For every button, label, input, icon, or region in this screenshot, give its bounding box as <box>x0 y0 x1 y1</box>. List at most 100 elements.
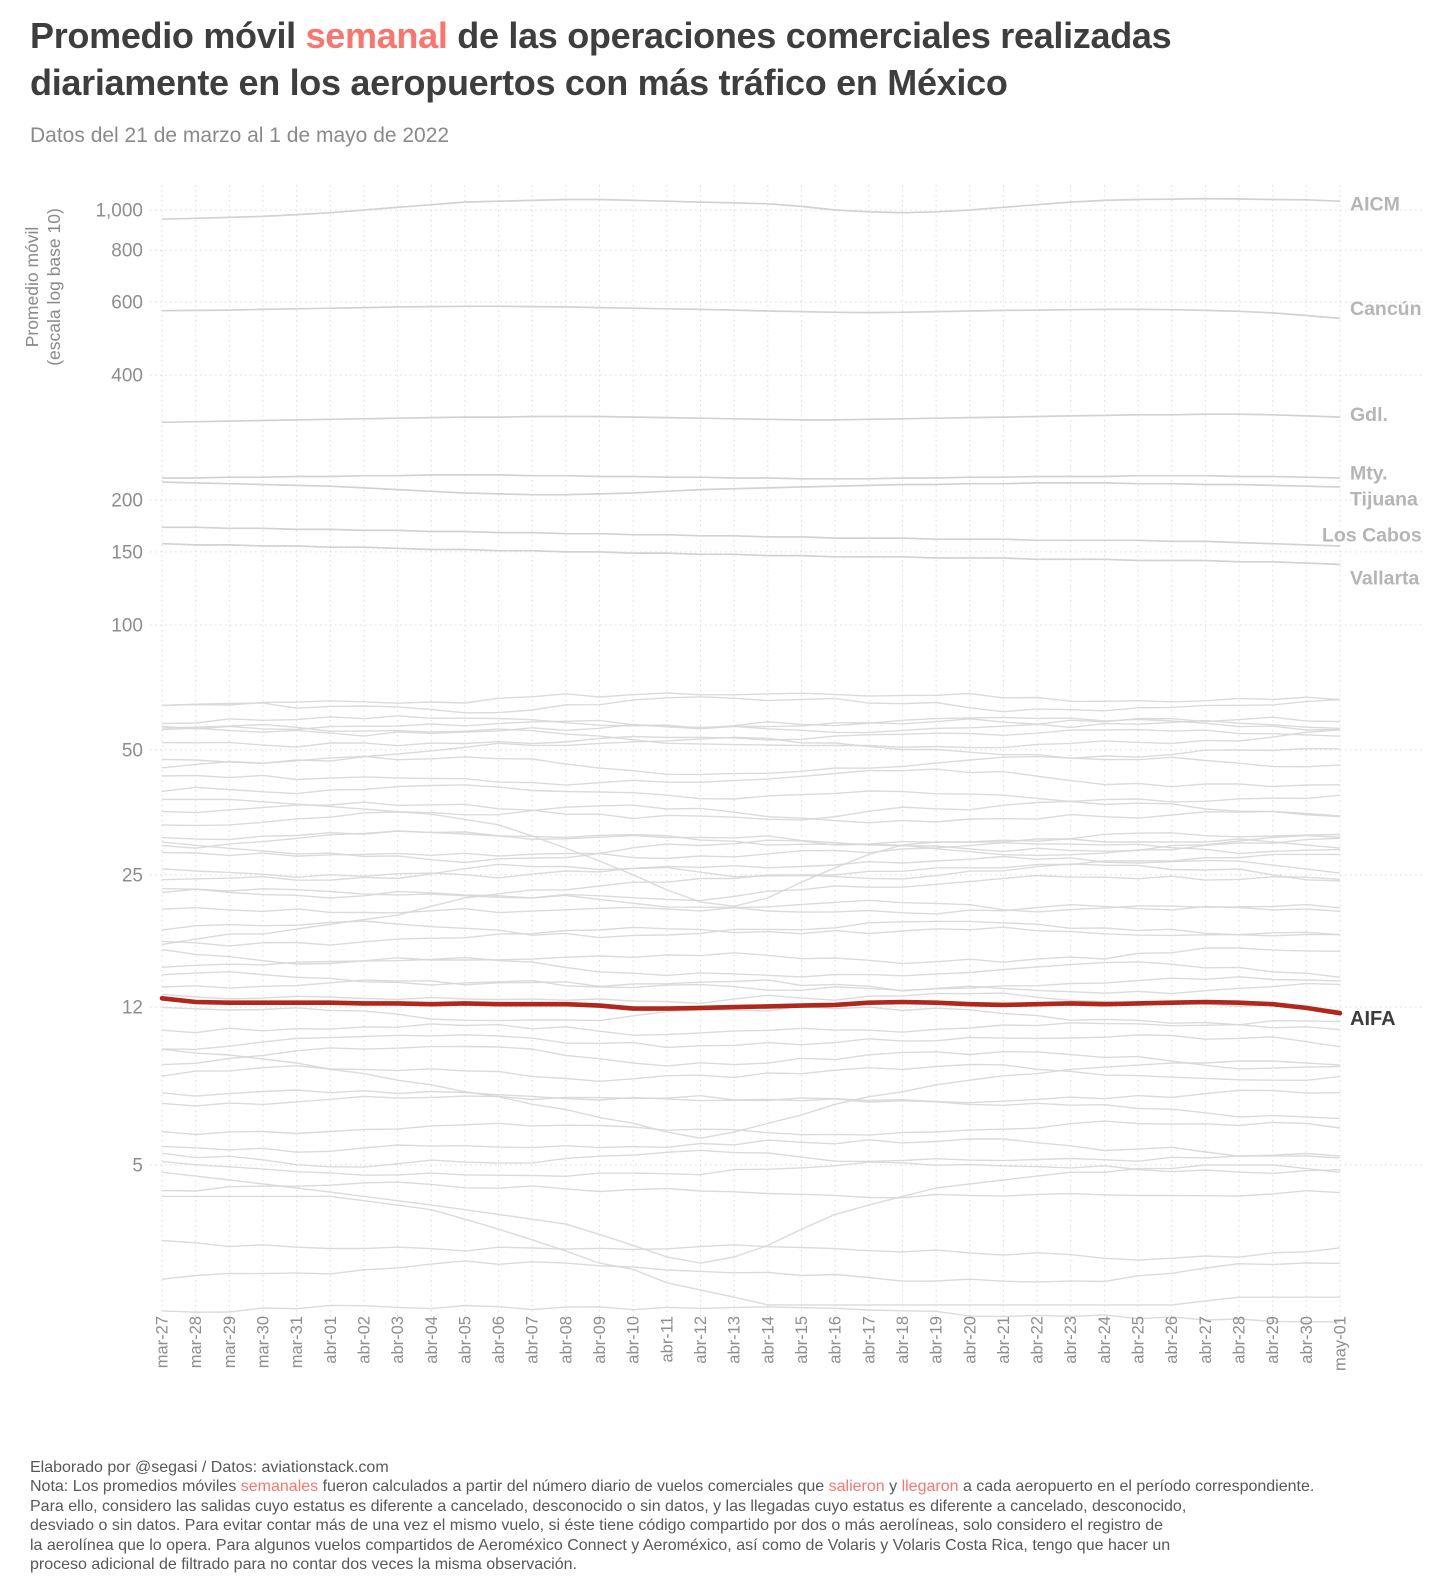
x-tick-label: abr-01 <box>322 1316 340 1364</box>
series-label-gdl: Gdl. <box>1350 404 1388 426</box>
y-axis-title-line: (escala log base 10) <box>44 208 64 366</box>
background-line <box>161 1160 1341 1177</box>
background-line <box>161 1034 1341 1050</box>
x-tick-label: abr-02 <box>355 1316 373 1364</box>
x-tick-label: abr-05 <box>456 1316 474 1364</box>
y-tick-label: 5 <box>132 1155 143 1176</box>
series-line-vallarta <box>161 542 1341 566</box>
y-tick-label: 100 <box>111 616 143 637</box>
background-line <box>161 855 1341 879</box>
y-axis-title-line: Promedio móvil <box>22 227 42 348</box>
note-segment: fueron calculados a partir del número di… <box>318 1478 829 1496</box>
x-tick-label: may-01 <box>1332 1316 1350 1371</box>
x-tick-label: abr-27 <box>1197 1316 1215 1364</box>
background-line <box>161 1045 1341 1070</box>
x-axis-ticks: mar-27 mar-28 mar-29 mar-30 mar-31 abr-01 abr-… <box>154 1316 1350 1371</box>
note-line-2: Para ello, considero las salidas cuyo es… <box>30 1497 1187 1515</box>
background-line <box>161 853 1340 946</box>
note-line-5: proceso adicional de filtrado para no co… <box>30 1556 577 1574</box>
note-segment: Nota: Los promedios móviles <box>30 1478 241 1496</box>
series-labels: AICM Cancún Gdl. Mty. Tijuana Los Cabos Vallar… <box>1322 193 1422 1030</box>
title-accent-word: semanal <box>305 15 448 56</box>
background-line <box>161 718 1341 731</box>
chart-subtitle: Datos del 21 de marzo al 1 de mayo de 20… <box>30 124 450 147</box>
title-segment: Promedio móvil <box>30 15 306 56</box>
background-line <box>161 979 1341 995</box>
background-line <box>161 1005 1341 1026</box>
background-line <box>161 1149 1341 1168</box>
background-line <box>162 798 1341 907</box>
x-tick-label: mar-30 <box>255 1316 273 1368</box>
x-tick-label: abr-12 <box>692 1316 710 1364</box>
note-segment: a cada aeropuerto en el período correspo… <box>958 1478 1315 1496</box>
x-tick-label: abr-26 <box>1163 1316 1181 1364</box>
background-line <box>161 804 1341 827</box>
background-line <box>161 888 1341 915</box>
note-line-1: Nota: Los promedios móviles semanales fu… <box>30 1477 1436 1496</box>
y-tick-label: 25 <box>122 865 143 886</box>
series-line-aicm <box>161 197 1341 221</box>
y-tick-label: 600 <box>111 293 143 314</box>
x-tick-label: mar-29 <box>221 1316 239 1368</box>
x-tick-label: abr-24 <box>1096 1316 1114 1364</box>
series-label-tijuana: Tijuana <box>1350 488 1418 510</box>
title-line2: diariamente en los aeropuertos con más t… <box>30 62 1008 103</box>
x-tick-label: abr-18 <box>894 1316 912 1364</box>
x-tick-label: abr-28 <box>1231 1316 1249 1364</box>
y-axis-ticks: 1,000 800 600 400 200 150 100 50 25 12 5 <box>95 201 143 1177</box>
note-line-3: desviado o sin datos. Para evitar contar… <box>30 1517 1164 1535</box>
series-label-aifa: AIFA <box>1350 1008 1396 1030</box>
background-lines <box>161 692 1341 1323</box>
y-tick-label: 800 <box>111 241 143 262</box>
background-line <box>161 1120 1341 1136</box>
background-line <box>161 723 1341 749</box>
credit-line: Elaborado por @segasi / Datos: aviations… <box>30 1459 389 1476</box>
x-tick-label: abr-23 <box>1062 1316 1080 1364</box>
y-tick-label: 12 <box>122 998 143 1019</box>
series-line-loscabos <box>162 526 1341 547</box>
x-tick-label: mar-31 <box>288 1316 306 1368</box>
x-tick-label: abr-14 <box>759 1316 777 1364</box>
x-tick-label: abr-09 <box>591 1316 609 1364</box>
background-line <box>161 736 1341 764</box>
y-tick-label: 400 <box>111 366 143 387</box>
x-tick-label: abr-20 <box>961 1316 979 1364</box>
background-line <box>161 1239 1341 1261</box>
note-accent-word: semanales <box>240 1478 319 1496</box>
background-line <box>161 696 1341 714</box>
series-line-cancn <box>161 305 1341 320</box>
background-line <box>161 1063 1341 1082</box>
y-tick-label: 200 <box>111 491 143 512</box>
background-line <box>161 842 1341 860</box>
background-line <box>161 830 1341 846</box>
h-gridlines <box>150 209 1422 1166</box>
background-line <box>161 800 1341 821</box>
y-tick-label: 50 <box>122 740 143 761</box>
background-line <box>162 1195 1340 1306</box>
x-tick-label: abr-11 <box>658 1316 676 1362</box>
background-line <box>161 1260 1341 1283</box>
x-tick-label: abr-29 <box>1264 1316 1282 1364</box>
series-line-gdl <box>161 413 1341 424</box>
background-line <box>161 1164 1341 1264</box>
x-tick-label: abr-21 <box>995 1316 1013 1364</box>
x-tick-label: abr-19 <box>928 1316 946 1364</box>
background-line <box>161 768 1341 788</box>
title-segment: de las operaciones comerciales realizada… <box>447 15 1172 56</box>
x-tick-label: abr-04 <box>423 1316 441 1364</box>
x-tick-label: mar-27 <box>154 1316 172 1368</box>
y-tick-label: 1,000 <box>95 201 143 222</box>
background-line <box>161 755 1341 776</box>
background-line <box>161 728 1341 748</box>
background-line <box>161 1181 1341 1199</box>
note-line-4: la aerolínea que lo opera. Para algunos … <box>30 1536 1171 1554</box>
background-line <box>161 899 1341 914</box>
background-line <box>161 1048 1341 1139</box>
background-line <box>161 716 1341 737</box>
note-accent-word: salieron <box>828 1478 885 1496</box>
y-axis-title: Promedio móvil (escala log base 10) <box>22 208 64 366</box>
background-line <box>161 926 1341 947</box>
chart-area: AICM Cancún Gdl. Mty. Tijuana Los Cabos Vallar… <box>0 170 1436 1420</box>
chart-title: Promedio móvil semanal de las operacione… <box>30 12 1420 106</box>
